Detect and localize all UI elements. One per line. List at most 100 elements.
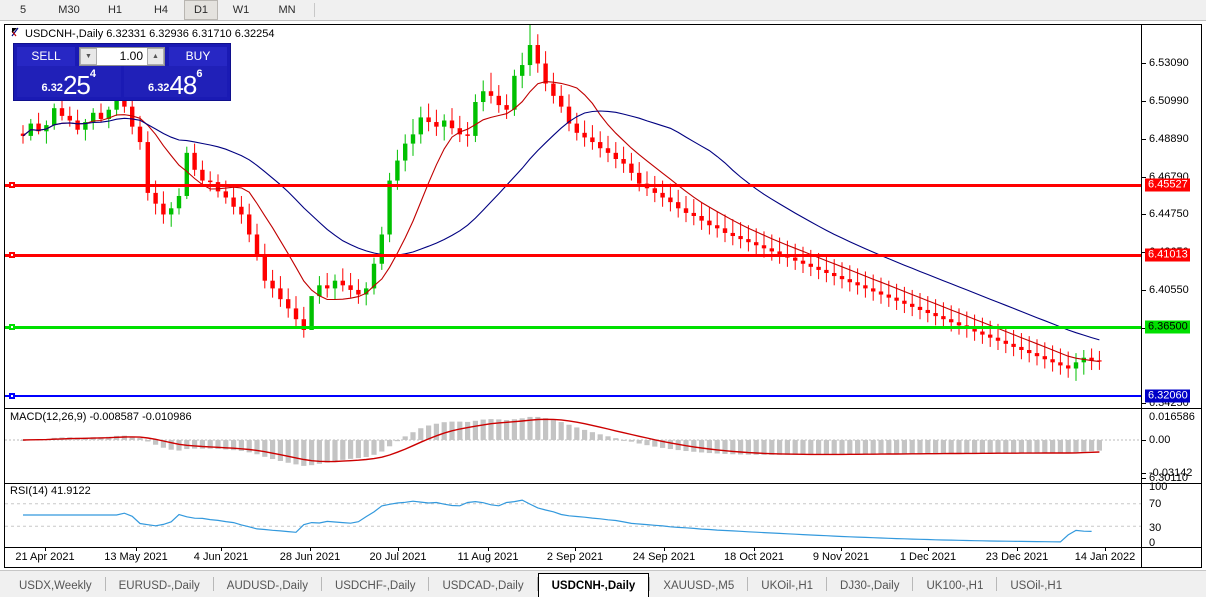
tab-separator xyxy=(649,577,651,591)
price-tick: 6.44750 xyxy=(1142,208,1189,220)
rsi-tick: 100 xyxy=(1149,481,1168,493)
rsi-caption: RSI(14) 41.9122 xyxy=(10,485,91,497)
chart-tab-usdcnh--daily[interactable]: USDCNH-,Daily xyxy=(537,573,650,597)
tab-separator xyxy=(912,577,914,591)
date-label: 11 Aug 2021 xyxy=(457,551,519,563)
level-handle[interactable] xyxy=(9,393,15,399)
timeframe-h4[interactable]: H4 xyxy=(153,4,169,16)
sell-price-prefix: 6.32 xyxy=(41,82,63,94)
tab-separator xyxy=(212,577,214,591)
sell-price-quote[interactable]: 6.32 25 4 xyxy=(17,66,121,98)
chart-tab-usoil--h1[interactable]: USOil-,H1 xyxy=(1010,580,1063,592)
price-tick: 6.30110 xyxy=(1142,472,1188,484)
price-level-label-green[interactable]: 6.36500 xyxy=(1145,320,1190,334)
chart-tab-bar[interactable]: USDX,Weekly EURUSD-,Daily AUDUSD-,Daily USD… xyxy=(0,570,1206,597)
date-label: 23 Dec 2021 xyxy=(985,551,1049,563)
date-tick xyxy=(575,548,576,551)
price-level-label-red[interactable]: 6.41013 xyxy=(1145,248,1190,262)
toolbar-separator xyxy=(314,3,315,17)
chart-tab-ukoil--h1[interactable]: UKOil-,H1 xyxy=(761,580,814,592)
volume-field[interactable]: ▼ 1.00 ▲ xyxy=(79,46,165,66)
date-tick xyxy=(841,548,842,551)
tab-separator xyxy=(428,577,430,591)
chart-plot-area[interactable]: USDCNH-,Daily 6.32331 6.32936 6.31710 6.… xyxy=(5,25,1141,567)
level-line-resistance-2[interactable] xyxy=(5,252,1141,258)
price-level-label-red[interactable]: 6.45527 xyxy=(1145,178,1190,192)
chart-window: USDCNH-,Daily 6.32331 6.32936 6.31710 6.… xyxy=(4,24,1202,568)
macd-tick: -0.03142 xyxy=(1142,467,1192,479)
price-level-label-blue[interactable]: 6.32060 xyxy=(1145,389,1190,403)
price-scale-rsi: 100 70 30 0 xyxy=(1142,481,1201,549)
volume-increment-button[interactable]: ▲ xyxy=(147,47,164,65)
tab-separator xyxy=(747,577,749,591)
timeframe-w1[interactable]: W1 xyxy=(232,4,250,16)
date-tick xyxy=(45,548,46,551)
buy-button[interactable]: BUY xyxy=(169,46,227,66)
date-label: 24 Sep 2021 xyxy=(632,551,696,563)
level-handle[interactable] xyxy=(9,324,15,330)
date-tick xyxy=(928,548,929,551)
chart-tab-uk100--h1[interactable]: UK100-,H1 xyxy=(926,580,984,592)
price-scale-main[interactable]: 6.530906.509906.488906.467906.447506.426… xyxy=(1142,25,1201,484)
date-label: 2 Sep 2021 xyxy=(546,551,604,563)
price-scale-macd: 0.016586 0.00 -0.03142 xyxy=(1142,408,1201,484)
price-pane[interactable]: USDCNH-,Daily 6.32331 6.32936 6.31710 6.… xyxy=(5,25,1141,407)
chart-tab-dj30--daily[interactable]: DJ30-,Daily xyxy=(840,580,900,592)
macd-caption: MACD(12,26,9) -0.008587 -0.010986 xyxy=(10,411,192,423)
chart-tab-usdx-weekly[interactable]: USDX,Weekly xyxy=(19,580,92,592)
rsi-pane[interactable]: RSI(14) 41.9122 xyxy=(5,483,1141,548)
level-handle[interactable] xyxy=(9,252,15,258)
buy-price-prefix: 6.32 xyxy=(148,82,170,94)
date-label: 21 Apr 2021 xyxy=(15,551,75,563)
date-tick xyxy=(398,548,399,551)
level-handle[interactable] xyxy=(9,182,15,188)
chart-corner-icon xyxy=(11,27,25,37)
buy-price-pipette: 6 xyxy=(196,68,203,80)
chart-tab-usdcad--daily[interactable]: USDCAD-,Daily xyxy=(442,580,524,592)
buy-price-main: 48 xyxy=(169,70,197,100)
price-tick: 6.40550 xyxy=(1142,284,1189,296)
sell-button[interactable]: SELL xyxy=(17,46,75,66)
timeframe-h1[interactable]: H1 xyxy=(107,4,123,16)
date-label: 14 Jan 2022 xyxy=(1074,551,1136,563)
rsi-tick: 30 xyxy=(1149,522,1162,534)
date-tick xyxy=(136,548,137,551)
price-tick: 6.53090 xyxy=(1142,57,1189,69)
tab-separator xyxy=(104,577,106,591)
volume-decrement-button[interactable]: ▼ xyxy=(80,47,97,65)
timeframe-m30[interactable]: M30 xyxy=(58,4,80,16)
chart-tab-usdchf--daily[interactable]: USDCHF-,Daily xyxy=(334,580,416,592)
timeframe-d1[interactable]: D1 xyxy=(184,0,218,20)
level-line-current-price[interactable] xyxy=(5,393,1141,399)
macd-pane[interactable]: MACD(12,26,9) -0.008587 -0.010986 xyxy=(5,408,1141,484)
trade-panel-prices: 6.32 25 4 6.32 48 6 xyxy=(14,66,230,100)
chart-symbol-title: USDCNH-,Daily 6.32331 6.32936 6.31710 6.… xyxy=(11,27,275,40)
volume-value[interactable]: 1.00 xyxy=(119,49,143,63)
rsi-canvas xyxy=(5,499,1141,543)
macd-tick: 0.016586 xyxy=(1149,411,1195,423)
level-line-support[interactable] xyxy=(5,324,1141,330)
chart-tab-audusd--daily[interactable]: AUDUSD-,Daily xyxy=(226,580,308,592)
level-line-resistance-1[interactable] xyxy=(5,182,1141,188)
chart-tab-eurusd--daily[interactable]: EURUSD-,Daily xyxy=(118,580,200,592)
macd-canvas xyxy=(5,416,1141,466)
chart-tab-xauusd--m5[interactable]: XAUUSD-,M5 xyxy=(663,580,735,592)
date-label: 18 Oct 2021 xyxy=(724,551,784,563)
tab-separator xyxy=(996,577,998,591)
tab-separator xyxy=(536,577,538,591)
chart-title-text: USDCNH-,Daily 6.32331 6.32936 6.31710 6.… xyxy=(25,28,275,40)
price-scale[interactable]: 6.530906.509906.488906.467906.447506.426… xyxy=(1141,25,1201,567)
sell-price-pipette: 4 xyxy=(89,68,96,80)
date-axis: 21 Apr 2021 13 May 2021 4 Jun 2021 28 Jun 2… xyxy=(5,548,1141,567)
date-tick xyxy=(1017,548,1018,551)
timeframe-mn[interactable]: MN xyxy=(278,4,296,16)
date-label: 20 Jul 2021 xyxy=(369,551,427,563)
date-tick xyxy=(488,548,489,551)
tab-separator xyxy=(320,577,322,591)
date-label: 28 Jun 2021 xyxy=(279,551,341,563)
date-tick xyxy=(1105,548,1106,551)
one-click-trading-panel[interactable]: SELL ▼ 1.00 ▲ BUY 6.32 25 4 xyxy=(13,43,231,101)
buy-price-quote[interactable]: 6.32 48 6 xyxy=(123,66,227,100)
timeframe-5[interactable]: 5 xyxy=(19,4,27,16)
tab-separator xyxy=(826,577,828,591)
